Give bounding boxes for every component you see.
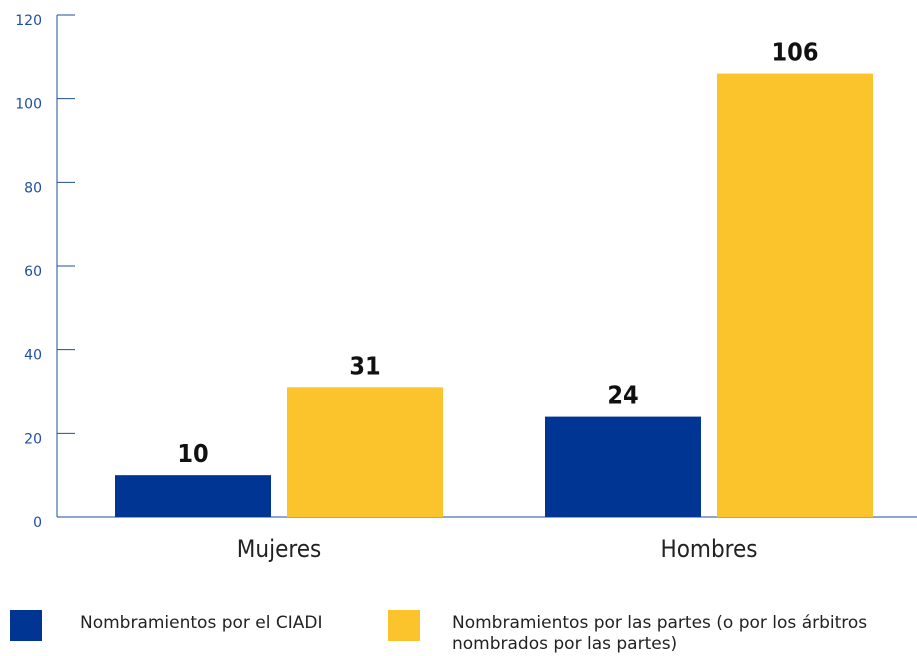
bar (545, 416, 701, 517)
legend-swatch (388, 610, 420, 641)
bar (287, 387, 443, 517)
bar (115, 475, 271, 517)
x-tick-label: Hombres (660, 535, 757, 563)
y-tick-label: 120 (15, 13, 42, 29)
y-tick-label: 100 (15, 97, 42, 113)
y-tick-label: 20 (24, 431, 42, 447)
y-tick-label: 40 (24, 348, 42, 364)
y-tick-label: 60 (24, 264, 42, 280)
value-label: 31 (349, 351, 380, 380)
value-label: 106 (772, 38, 819, 67)
legend-label: Nombramientos por las partes (o por los … (452, 613, 868, 654)
value-label: 10 (177, 439, 208, 468)
y-tick-label: 0 (33, 515, 42, 531)
value-label: 24 (607, 381, 638, 410)
x-tick-label: Mujeres (237, 535, 322, 563)
legend-label: Nombramientos por el CIADI (80, 613, 323, 633)
y-tick-label: 80 (24, 180, 42, 196)
bar (717, 73, 873, 518)
legend-swatch (10, 610, 42, 641)
